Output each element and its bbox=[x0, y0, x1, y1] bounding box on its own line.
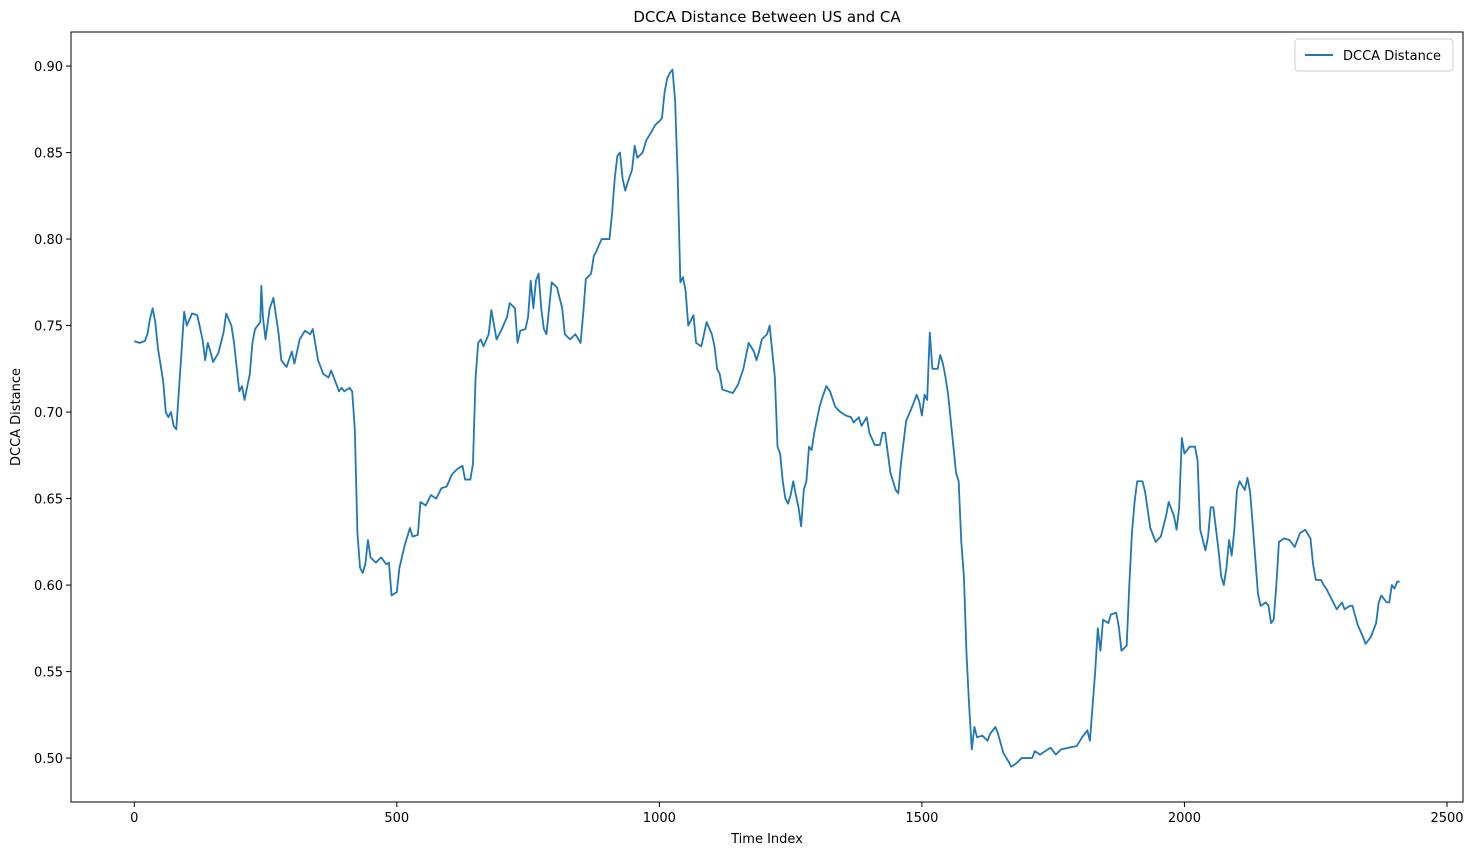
y-tick-label: 0.90 bbox=[34, 60, 63, 75]
y-tick-label: 0.70 bbox=[34, 406, 63, 421]
x-tick-label: 1000 bbox=[643, 811, 676, 826]
y-tick-label: 0.50 bbox=[34, 752, 63, 767]
y-tick-label: 0.85 bbox=[34, 147, 63, 162]
x-tick-label: 500 bbox=[384, 811, 409, 826]
x-tick-label: 1500 bbox=[905, 811, 938, 826]
legend-label: DCCA Distance bbox=[1343, 49, 1441, 64]
x-tick-label: 2000 bbox=[1168, 811, 1201, 826]
y-tick-label: 0.65 bbox=[34, 493, 63, 508]
y-tick-label: 0.60 bbox=[34, 579, 63, 594]
x-tick-label: 2500 bbox=[1430, 811, 1463, 826]
y-axis-label: DCCA Distance bbox=[9, 368, 24, 466]
y-tick-label: 0.55 bbox=[34, 666, 63, 681]
x-tick-label: 0 bbox=[130, 811, 138, 826]
data-line bbox=[133, 68, 1400, 768]
chart-title: DCCA Distance Between US and CA bbox=[633, 8, 901, 26]
plot-frame bbox=[70, 31, 1464, 803]
y-tick-label: 0.75 bbox=[34, 320, 63, 335]
x-axis-label: Time Index bbox=[730, 832, 803, 847]
y-tick-label: 0.80 bbox=[34, 233, 63, 248]
legend-box bbox=[1294, 38, 1454, 72]
